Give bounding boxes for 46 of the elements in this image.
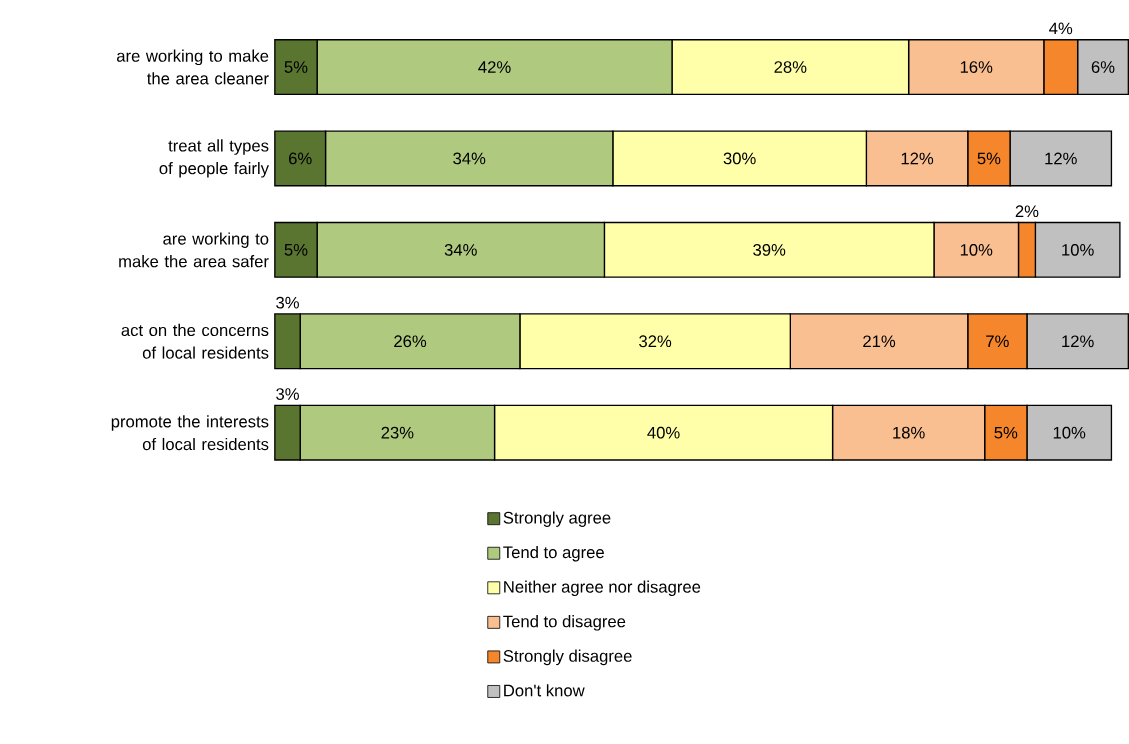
data-label: 6%: [289, 152, 312, 165]
data-label: 16%: [960, 61, 993, 74]
data-label: 12%: [901, 152, 934, 165]
legend-label: Tend to disagree: [503, 615, 626, 631]
data-label: 10%: [1062, 244, 1094, 256]
data-label: 42%: [478, 61, 511, 74]
y-tick-label: promote the interests of local residents: [111, 415, 269, 451]
data-label: 40%: [647, 427, 680, 439]
data-label: 32%: [639, 335, 672, 348]
data-label: 18%: [893, 427, 925, 439]
data-label: 2%: [1015, 205, 1039, 218]
data-label: 23%: [381, 427, 414, 439]
bar: [1009, 130, 1113, 187]
bar: [1026, 313, 1129, 370]
data-label: 28%: [774, 61, 807, 74]
y-tick-label: act on the concerns of local residents: [121, 324, 269, 359]
data-label: 26%: [394, 335, 427, 348]
data-label: 34%: [453, 152, 486, 165]
data-label: 5%: [284, 244, 308, 256]
legend-label: Neither agree nor disagree: [504, 580, 701, 597]
data-label: 3%: [276, 388, 299, 401]
data-label: 34%: [444, 244, 477, 256]
data-label: 5%: [994, 427, 1018, 439]
data-label: 4%: [1049, 22, 1073, 35]
data-label: 10%: [1053, 427, 1086, 439]
legend-label: Strongly agree: [503, 511, 611, 528]
data-label: 6%: [1091, 61, 1115, 74]
legend-label: Tend to agree: [503, 546, 604, 562]
data-label: 3%: [276, 296, 299, 309]
data-label: 10%: [960, 244, 993, 256]
data-label: 12%: [1062, 335, 1094, 348]
bar: [1034, 222, 1121, 279]
data-label: 12%: [1045, 152, 1077, 165]
y-tick-label: are working to make the area cleaner: [116, 49, 269, 85]
data-label: 5%: [284, 61, 308, 74]
data-label: 21%: [863, 335, 896, 348]
bar: [1026, 404, 1113, 461]
legend-label: Don't know: [504, 684, 585, 697]
data-label: 30%: [723, 152, 756, 165]
bar: [1076, 39, 1129, 96]
data-label: 5%: [977, 152, 1001, 165]
legend-label: Strongly disagree: [503, 649, 632, 666]
data-label: 39%: [753, 244, 786, 256]
y-tick-label: are working to make the area safer: [119, 232, 269, 268]
y-tick-label: treat all types of people fairly: [159, 139, 269, 178]
data-label: 7%: [986, 335, 1009, 348]
